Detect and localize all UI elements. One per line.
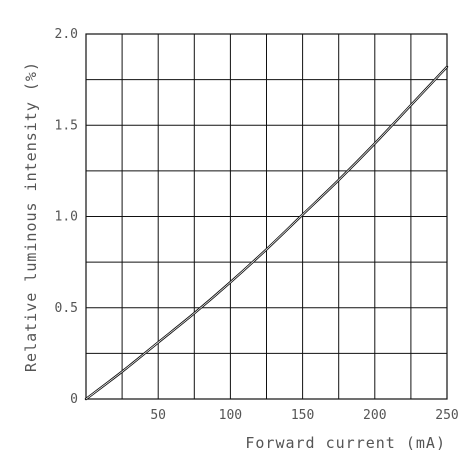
x-tick-label: 150: [291, 408, 314, 423]
x-axis-label: Forward current (mA): [245, 434, 446, 452]
series-layer: [84, 65, 449, 401]
y-tick-label: 1.0: [55, 210, 78, 225]
y-tick-label: 0: [70, 392, 78, 407]
x-axis-ticks: 50 100 150 200 250: [150, 408, 458, 423]
x-tick-label: 200: [363, 408, 386, 423]
y-tick-label: 2.0: [55, 27, 78, 42]
y-axis-ticks: 0 0.5 1.0 1.5 2.0: [55, 27, 78, 407]
x-tick-label: 250: [435, 408, 458, 423]
grid: [86, 34, 447, 399]
y-tick-label: 1.5: [55, 118, 78, 133]
x-tick-label: 100: [219, 408, 242, 423]
plot-frame: [85, 33, 448, 400]
y-tick-label: 0.5: [55, 301, 78, 316]
y-axis-label: Relative luminous intensity (%): [22, 61, 40, 372]
x-tick-label: 50: [150, 408, 166, 423]
series-line-highlight: [85, 66, 448, 400]
